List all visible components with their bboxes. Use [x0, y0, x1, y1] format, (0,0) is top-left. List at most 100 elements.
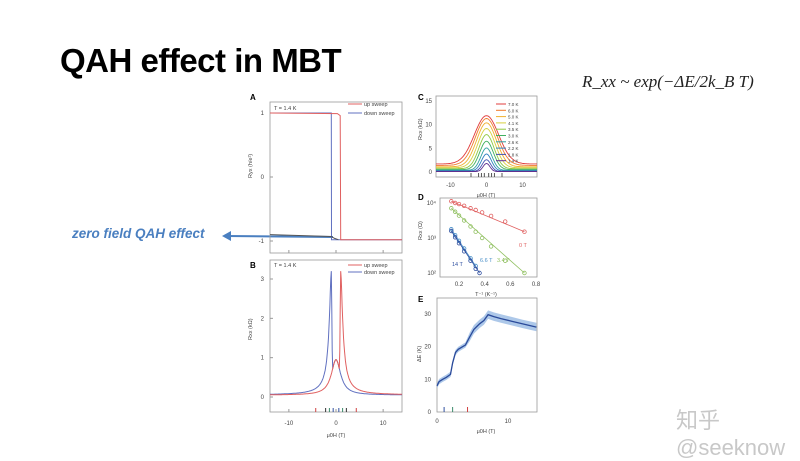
panel-d-ytick: 10⁴	[427, 200, 437, 207]
panel-c-legend-label: 4.1 K	[508, 121, 519, 126]
panel-e-ytick: 30	[424, 312, 431, 318]
panel-d-ylabel: Rxx (Ω)	[418, 221, 424, 240]
panel-b-frame	[269, 259, 403, 413]
panel-e-ytick: 0	[428, 410, 432, 416]
panel-e-frame	[436, 297, 538, 413]
zero-field-annotation: zero field QAH effect	[72, 226, 205, 241]
panel-d-series-label: 0 T	[519, 243, 527, 249]
legend-up-label: up sweep	[364, 263, 388, 269]
panel-c-series-line	[436, 153, 537, 172]
panel-c-xtick: 0	[485, 183, 489, 189]
panel-c-legend-label: 3.5 K	[508, 127, 519, 132]
panel-d-series-label: 14 T	[452, 262, 464, 268]
panel-c-ytick: 5	[429, 146, 433, 152]
panel-a-frame	[269, 101, 403, 254]
panel-d-frame	[439, 197, 538, 278]
legend-down-label: down sweep	[364, 270, 395, 276]
panel-d-data-point	[503, 258, 508, 263]
slide-title: QAH effect in MBT	[60, 42, 342, 79]
panel-d-data-point	[456, 201, 462, 207]
panel-c-legend-label: 3.0 K	[508, 134, 519, 139]
panel-c-series-line	[436, 134, 537, 170]
annotation-arrowhead-icon	[222, 231, 231, 241]
panel-d-data-point	[452, 200, 458, 206]
panel-c-xlabel: μ0H (T)	[477, 193, 496, 199]
panel-d-ytick: 10³	[427, 236, 436, 242]
panel-e-gap-line	[436, 313, 537, 387]
panel-d-xtick: 0.8	[532, 282, 541, 288]
panel-e-ylabel: ΔE (K)	[417, 346, 423, 362]
annotation-arrow-line	[225, 235, 334, 238]
panel-a-ytick: 1	[261, 111, 265, 117]
panel-b-temperature: T = 1.4 K	[274, 263, 297, 269]
panel-c-legend-label: 2.2 K	[508, 146, 519, 151]
panel-d-data-point	[468, 224, 473, 229]
panel-e-ytick: 10	[424, 377, 431, 383]
panel-e-xtick: 0	[435, 419, 439, 425]
panel-c-legend-label: 1.8 K	[508, 152, 519, 157]
panel-d-data-point	[522, 229, 527, 234]
panel-d-data-point	[461, 203, 467, 208]
panel-c-ytick: 10	[425, 123, 432, 129]
panel-c-ytick: 0	[429, 170, 433, 176]
panel-d-data-point	[456, 213, 462, 218]
panel-c-ylabel: Rxx (kΩ)	[418, 118, 424, 140]
panel-e-xtick: 10	[505, 419, 512, 425]
panel-b-xtick: -10	[285, 421, 294, 427]
panel-d-label: D	[418, 193, 424, 202]
panel-c-legend-label: 1.4 K	[508, 159, 519, 164]
panel-d-data-point	[452, 235, 458, 240]
panel-d-xtick: 0.2	[455, 282, 464, 288]
panel-d-data-point	[473, 229, 478, 234]
panel-c-series-line	[436, 118, 537, 166]
panel-c-series-line	[436, 147, 537, 171]
panel-a-label: A	[250, 93, 256, 102]
panel-c-series-line	[436, 128, 537, 169]
panel-b-down-sweep-line	[269, 271, 402, 396]
panel-b-xtick: 0	[334, 421, 338, 427]
panel-d-series-label: 6.6 T	[480, 258, 493, 264]
panel-d-xtick: 0.6	[506, 282, 515, 288]
panel-d-data-point	[456, 241, 462, 246]
panel-e-label: E	[418, 295, 424, 304]
panel-d-data-point	[468, 258, 473, 263]
panel-a-ytick: 0	[261, 175, 265, 181]
legend-down-label: down sweep	[364, 111, 395, 117]
panel-a-negative-plateau	[269, 234, 339, 241]
panel-c-legend-label: 5.0 K	[508, 115, 519, 120]
panel-d-data-point	[503, 219, 508, 224]
panel-b-ytick: 0	[261, 395, 265, 401]
panel-d-xlabel: T⁻¹ (K⁻¹)	[475, 292, 497, 298]
panel-c-legend-label: 2.6 K	[508, 140, 519, 145]
panel-d-data-point	[488, 244, 494, 249]
panel-d-xtick: 0.4	[480, 282, 489, 288]
panel-a-down-sweep-line	[270, 112, 402, 241]
panel-c-series-line	[436, 115, 537, 165]
panel-d-data-point	[477, 270, 482, 276]
panel-c-label: C	[418, 93, 424, 102]
panel-b-ytick: 3	[261, 277, 265, 283]
panel-b-xlabel: μ0H (T)	[327, 433, 346, 439]
panel-a-ylabel: Ryx (h/e²)	[248, 154, 254, 178]
panel-b-ytick: 2	[261, 316, 265, 322]
panel-d-data-point	[461, 218, 467, 223]
panel-d-ytick: 10²	[427, 271, 436, 277]
panel-d-data-point	[461, 249, 467, 254]
panel-d-data-point	[479, 235, 485, 241]
panel-c-legend-label: 7.0 K	[508, 102, 519, 107]
panel-c-series-line	[436, 122, 537, 168]
panel-a-temperature: T = 1.4 K	[274, 106, 297, 112]
panel-a-ytick: -1	[259, 239, 265, 245]
panel-d-data-point	[468, 206, 473, 211]
panel-c-legend-label: 6.0 K	[508, 108, 519, 113]
panel-d-series-label: 3.4 T	[497, 258, 510, 264]
panel-d-data-point	[449, 199, 454, 204]
panel-d-data-point	[522, 270, 527, 276]
panel-c-frame	[435, 95, 538, 178]
panel-d-data-point	[479, 210, 485, 215]
panel-b-up-sweep-line	[270, 271, 403, 396]
panel-b-xtick: 10	[380, 421, 387, 427]
panel-b-ytick: 1	[261, 356, 265, 362]
panel-c-series-line	[436, 163, 537, 172]
